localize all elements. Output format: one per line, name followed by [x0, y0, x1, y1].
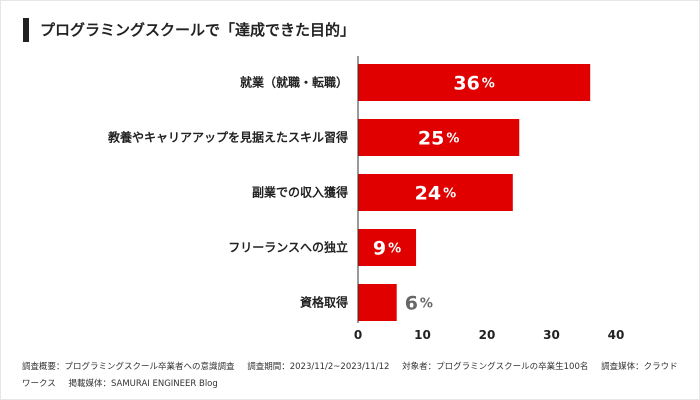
data-label-value: 25 [418, 128, 444, 150]
data-label: 9% [373, 238, 401, 260]
data-label-unit: % [443, 186, 456, 201]
footnote-medium: 調査媒体：クラウドワークス [22, 362, 678, 389]
data-label-unit: % [420, 296, 433, 311]
footnote-survey: 調査概要：プログラミングスクール卒業者への意識調査 [22, 362, 235, 372]
bar [358, 119, 520, 156]
data-label-unit: % [482, 76, 495, 91]
x-tick-label: 30 [543, 328, 560, 342]
data-label-unit: % [388, 241, 401, 256]
footnote-publisher: 掲載媒体：SAMURAI ENGINEER Blog [68, 379, 218, 389]
bar [358, 64, 591, 101]
data-label: 24% [415, 183, 456, 205]
x-tick-label: 10 [414, 328, 431, 342]
data-label-value: 36 [453, 73, 479, 95]
category-label: 教養やキャリアアップを見据えたスキル習得 [107, 130, 348, 145]
footnote-period: 調査期間：2023/11/2~2023/11/12 [247, 362, 390, 372]
chart-title: プログラミングスクールで「達成できた目的」 [40, 21, 356, 39]
category-label: 資格取得 [300, 295, 348, 310]
category-label: 副業での収入獲得 [252, 185, 348, 200]
data-label-value: 6 [405, 293, 418, 315]
data-label-value: 9 [373, 238, 386, 260]
data-label: 6% [405, 293, 433, 315]
footnote-target: 対象者：プログラミングスクールの卒業生100名 [402, 362, 589, 372]
bar [358, 174, 513, 211]
x-tick-label: 20 [479, 328, 496, 342]
category-label: 就業（就職・転職） [240, 75, 348, 90]
x-tick-label: 40 [608, 328, 625, 342]
data-label-unit: % [446, 131, 459, 146]
x-tick-label: 0 [354, 328, 362, 342]
data-label-value: 24 [415, 183, 441, 205]
category-label: フリーランスへの独立 [228, 240, 348, 255]
bar [358, 284, 397, 321]
data-label: 25% [418, 128, 459, 150]
bar [358, 229, 417, 266]
footnote: 調査概要：プログラミングスクール卒業者への意識調査 調査期間：2023/11/2… [22, 359, 678, 393]
data-label: 36% [453, 73, 494, 95]
title-accent-bar [23, 18, 29, 42]
